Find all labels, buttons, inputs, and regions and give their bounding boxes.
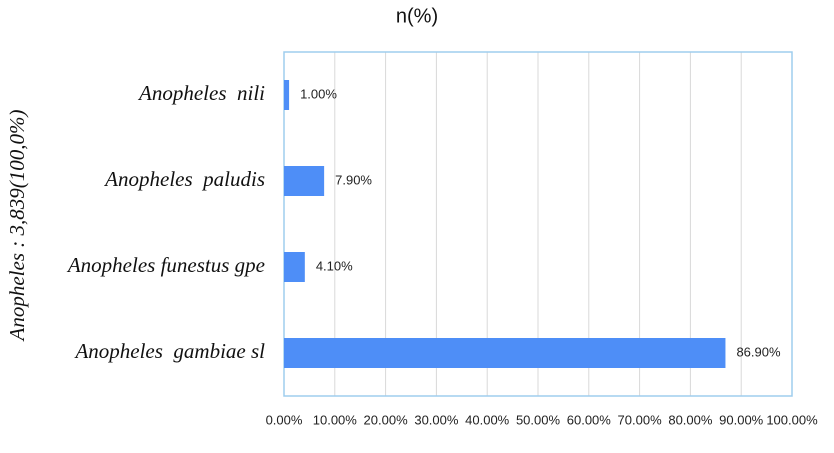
y-axis-title: Anopheles : 3,839(100,0%): [5, 110, 29, 343]
category-label: Anopheles paludis: [103, 167, 265, 191]
x-tick-label: 30.00%: [414, 412, 459, 427]
category-label: Anopheles gambiae sl: [73, 339, 265, 363]
chart-title: n(%): [396, 5, 438, 27]
x-tick-label: 100.00%: [766, 412, 818, 427]
category-label: Anopheles funestus gpe: [66, 253, 265, 277]
value-label: 7.90%: [335, 172, 372, 187]
plot-border: [283, 51, 793, 397]
bar: [284, 338, 726, 368]
value-label: 4.10%: [316, 258, 353, 273]
value-label: 86.90%: [736, 344, 781, 359]
x-tick-label: 80.00%: [668, 412, 713, 427]
x-tick-label: 50.00%: [516, 412, 561, 427]
x-tick-label: 60.00%: [567, 412, 612, 427]
x-tick-label: 70.00%: [618, 412, 663, 427]
bar: [284, 166, 325, 196]
x-tick-label: 0.00%: [266, 412, 303, 427]
bar: [284, 80, 290, 110]
category-label: Anopheles nili: [137, 81, 265, 105]
x-tick-label: 40.00%: [465, 412, 510, 427]
bar: [284, 252, 305, 282]
x-tick-label: 90.00%: [719, 412, 764, 427]
value-label: 1.00%: [300, 86, 337, 101]
x-tick-label: 20.00%: [364, 412, 409, 427]
x-tick-label: 10.00%: [313, 412, 358, 427]
